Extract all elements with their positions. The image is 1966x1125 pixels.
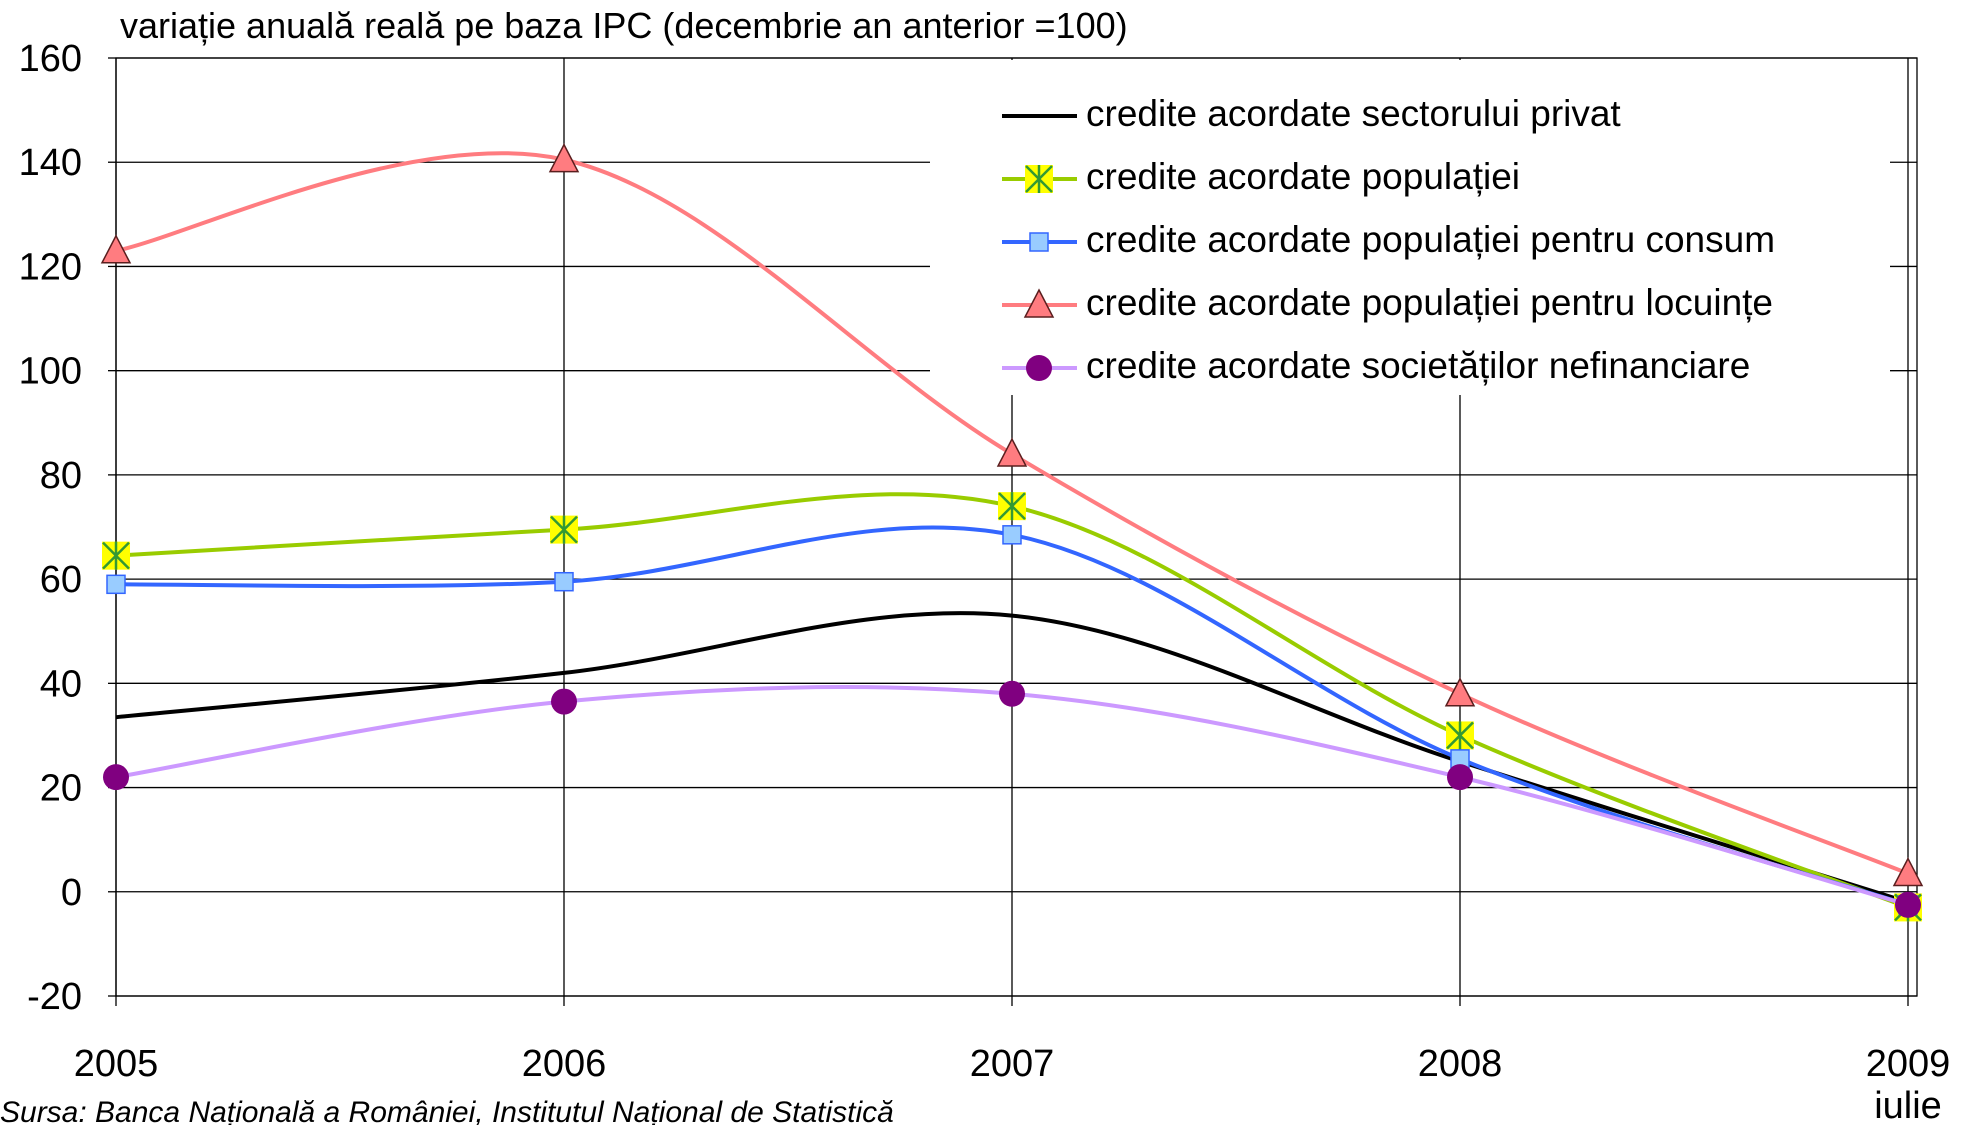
point-marker [1892,856,1924,887]
y-tick-label: 40 [40,663,82,705]
marker-shape [1895,891,1921,918]
point-marker [554,571,574,592]
marker-shape [998,492,1026,521]
y-tick-label: 0 [61,872,82,914]
point-marker [999,680,1025,707]
marker-shape [999,680,1025,707]
legend-label: credite acordate populației [1086,156,1520,197]
point-marker [1002,525,1022,545]
x-annotation: iulie [1874,1085,1942,1125]
legend: credite acordate sectorului privat credit… [930,60,1890,395]
y-tick-label: -20 [27,976,82,1018]
point-marker [1029,232,1049,252]
y-tick-label: 20 [40,768,82,810]
marker-shape [1446,721,1474,750]
marker-shape [1892,856,1924,887]
marker-shape [103,764,129,791]
y-tick-label: 100 [19,351,82,393]
point-marker [1023,288,1055,318]
point-marker [1444,677,1476,707]
marker-shape [106,574,126,595]
marker-shape [548,142,580,173]
point-marker [551,688,577,715]
source-note: Sursa: Banca Națională a României, Insti… [0,1096,894,1125]
point-marker [1025,165,1053,193]
point-marker [100,234,132,264]
marker-shape [100,234,132,264]
marker-shape [1025,165,1053,193]
point-marker [103,764,129,791]
legend-label: credite acordate populației pentru consu… [1086,219,1775,260]
marker-shape [1029,232,1049,252]
point-marker [550,515,578,544]
point-marker [1446,721,1474,750]
x-tick-label: 2005 [74,1043,159,1085]
marker-shape [1444,677,1476,707]
y-tick-label: 160 [19,38,82,80]
point-marker [548,142,580,173]
x-tick-label: 2006 [522,1043,607,1085]
marker-shape [1026,355,1052,381]
marker-shape [102,541,130,570]
point-marker [1026,355,1052,381]
point-marker [996,437,1028,467]
point-marker [106,574,126,595]
marker-shape [554,571,574,592]
marker-shape [1447,764,1473,791]
marker-shape [1023,288,1055,318]
marker-shape [550,515,578,544]
plot-frame [115,57,1918,997]
point-marker [1447,764,1473,791]
chart-title: variație anuală reală pe baza IPC (decem… [120,5,1128,46]
point-marker [102,541,130,570]
point-marker [998,492,1026,521]
y-tick-label: 120 [19,246,82,288]
legend-box [930,60,1890,395]
marker-shape [1002,525,1022,545]
x-tick-label: 2008 [1418,1043,1503,1085]
series-line [115,611,1909,905]
series-layer [100,142,1924,922]
marker-shape [551,688,577,715]
marker-shape [996,437,1028,467]
legend-label: credite acordate societăților nefinancia… [1086,345,1750,386]
x-tick-label: 2007 [970,1043,1055,1085]
y-tick-label: 60 [40,559,82,601]
y-tick-label: 140 [19,142,82,184]
legend-label: credite acordate populației pentru locui… [1086,282,1773,323]
y-tick-label: 80 [40,455,82,497]
point-marker [1895,891,1921,918]
x-tick-label: 2009 [1866,1043,1951,1085]
legend-label: credite acordate sectorului privat [1086,93,1621,134]
